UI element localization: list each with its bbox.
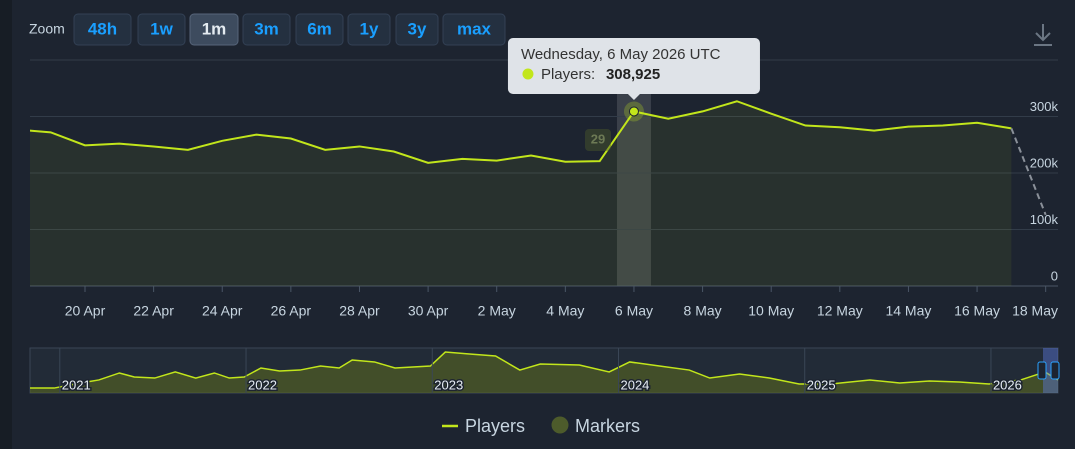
zoom-button-bg (347, 13, 391, 46)
zoom-button[interactable]: 3y (395, 13, 439, 46)
x-tick-label: 14 May (885, 303, 931, 319)
zoom-label: Zoom (29, 21, 65, 37)
zoom-button-label: 3m (254, 19, 279, 38)
zoom-button[interactable]: 1m (189, 13, 239, 46)
download-glyph (1034, 24, 1052, 46)
x-tick-label: 30 Apr (408, 303, 449, 319)
line (30, 100, 1012, 164)
download-icon[interactable] (1034, 24, 1052, 46)
tooltip-dot (522, 68, 534, 80)
tooltip-title: Wednesday, 6 May 2026 UTC (521, 46, 721, 63)
zoom-button-bg (395, 13, 439, 46)
zoom-button-bg (137, 13, 186, 46)
zoom-button-label: 1m (202, 19, 227, 38)
navigator-tick-label: 2024 (620, 377, 649, 392)
y-tick-label: 200k (1030, 155, 1059, 170)
x-tick-label: 2 May (478, 303, 516, 319)
x-tick-label: 24 Apr (202, 303, 243, 319)
zoom-button-bg (189, 13, 239, 46)
navigator-tick-label: 2023 (434, 377, 463, 392)
navigator-handle[interactable] (1050, 361, 1060, 380)
zoom-button-label: 1y (360, 19, 379, 38)
zoom-button[interactable]: 48h (73, 13, 132, 46)
hover-point (628, 106, 639, 117)
legend: Players Markers (442, 416, 640, 436)
tooltip-box (507, 38, 760, 100)
zoom-button-label: 3y (408, 19, 427, 38)
x-tick-label: 12 May (817, 303, 863, 319)
x-tick-label: 8 May (684, 303, 722, 319)
x-tick-label: 26 Apr (271, 303, 312, 319)
x-tick-label: 20 Apr (65, 303, 106, 319)
y-tick-label: 300k (1030, 99, 1059, 114)
navigator-area (30, 352, 1058, 393)
zoom-button[interactable]: 1y (347, 13, 391, 46)
navigator-tick-label: 2022 (248, 377, 277, 392)
navigator: 2021 2022 2023 2024 2025 2026 (29, 347, 1060, 394)
area-fill (30, 101, 1012, 286)
projection-line (1010, 127, 1047, 216)
legend-label[interactable]: Markers (575, 416, 640, 436)
x-tick-label: 22 Apr (133, 303, 174, 319)
legend-marker (551, 416, 569, 434)
hover-band (616, 94, 651, 286)
x-tick-label: 18 May (1012, 303, 1058, 319)
x-tick-label: 6 May (615, 303, 653, 319)
marker-label: 29 (591, 131, 605, 146)
zoom-button-bg (73, 13, 132, 46)
zoom-button-label: 48h (88, 19, 117, 38)
y-tick-label: 100k (1030, 212, 1059, 227)
zoom-button-bg (442, 13, 506, 46)
zoom-button-label: 6m (307, 19, 332, 38)
zoom-button[interactable]: 3m (242, 13, 291, 46)
navigator-tick-label: 2021 (62, 377, 91, 392)
zoom-button[interactable]: 1w (137, 13, 186, 46)
y-tick-label: 0 (1051, 268, 1058, 283)
plot: 0 100k 200k 300k 20 Apr 22 Apr 24 Apr 26 Apr 28 … (30, 94, 1059, 319)
zoom-button-label: 1w (150, 19, 173, 38)
tooltip: Wednesday, 6 May 2026 UTC Players: 308,925 (507, 38, 760, 100)
zoom-button-bg (242, 13, 291, 46)
x-tick-label: 4 May (546, 303, 584, 319)
navigator-handle[interactable] (1037, 361, 1047, 380)
navigator-tick-label: 2026 (993, 377, 1022, 392)
zoom-button-bg (295, 13, 344, 46)
x-tick-label: 28 Apr (339, 303, 380, 319)
x-tick-label: 10 May (748, 303, 794, 319)
zoom-button-label: max (457, 19, 492, 38)
marker-flag (585, 129, 611, 151)
tooltip-label: Players: (541, 66, 595, 83)
zoom-button[interactable]: 6m (295, 13, 344, 46)
legend-label[interactable]: Players (465, 416, 525, 436)
zoom-button[interactable]: max (442, 13, 506, 46)
x-tick-label: 16 May (954, 303, 1000, 319)
navigator-tick-label: 2025 (807, 377, 836, 392)
navigator-line (30, 351, 1059, 389)
tooltip-value: 308,925 (606, 66, 660, 83)
